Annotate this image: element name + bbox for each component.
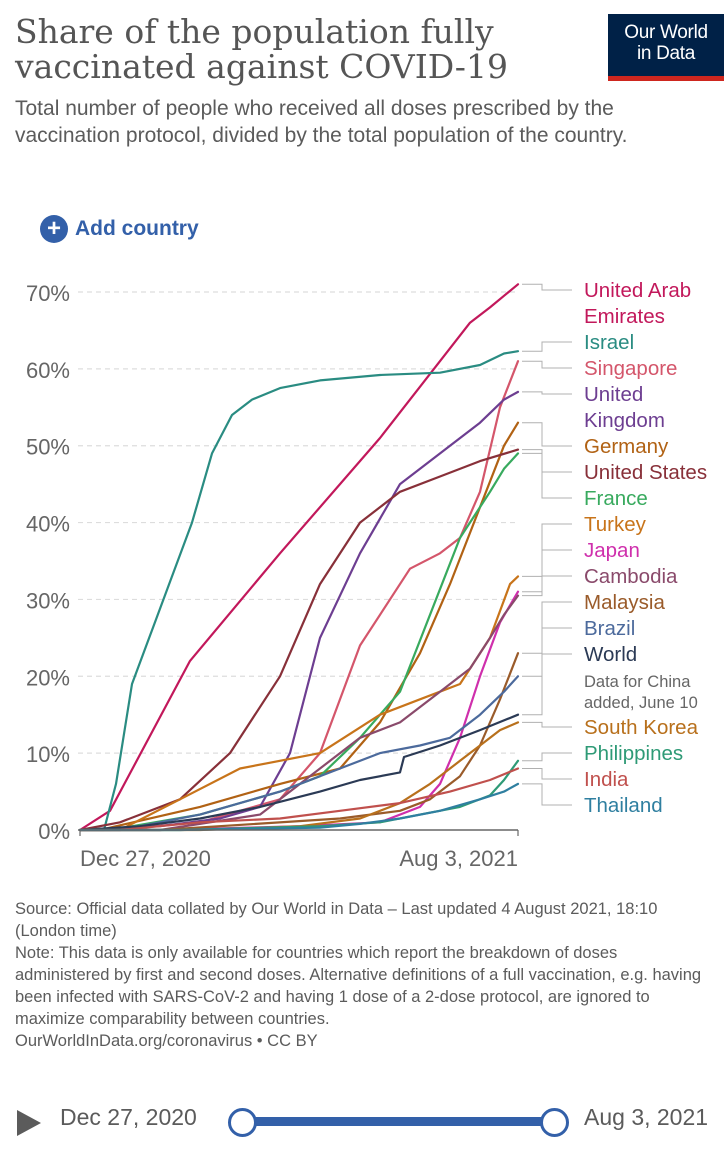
leader-line-japan xyxy=(522,549,572,593)
series-line-united-arab-emirates xyxy=(78,283,520,832)
add-country-button[interactable]: + Add country xyxy=(40,214,199,244)
legend-label-japan: Japan xyxy=(584,539,640,562)
legend-label-united-kingdom: United xyxy=(584,383,643,406)
series-line-united-states xyxy=(78,448,520,832)
add-country-label: Add country xyxy=(75,217,199,240)
y-tick-label: 30% xyxy=(26,588,70,613)
credit-line[interactable]: OurWorldInData.org/coronavirus • CC BY xyxy=(15,1032,318,1050)
annotation-text: added, June 10 xyxy=(584,694,698,712)
timeline-start-label: Dec 27, 2020 xyxy=(60,1104,197,1130)
x-tick-label: Dec 27, 2020 xyxy=(80,846,211,871)
legend-label-germany: Germany xyxy=(584,435,669,458)
annotation-text: Data for China xyxy=(584,673,691,691)
legend-label-south-korea: South Korea xyxy=(584,716,699,739)
legend-label-united-states: United States xyxy=(584,461,707,484)
legend-label-france: France xyxy=(584,487,648,510)
leader-line-united-kingdom xyxy=(522,391,572,395)
legend-label-cambodia: Cambodia xyxy=(584,565,678,588)
leader-line-singapore xyxy=(522,360,572,369)
y-tick-label: 70% xyxy=(26,281,70,306)
source-note: Source: Official data collated by Our Wo… xyxy=(15,900,658,940)
logo-line-2: in Data xyxy=(636,43,696,64)
legend-label-world: World xyxy=(584,643,637,666)
leader-line-france xyxy=(522,452,572,499)
owid-logo[interactable]: Our World in Data xyxy=(608,14,724,81)
legend-label-singapore: Singapore xyxy=(584,357,677,380)
plus-circle-icon: + xyxy=(40,215,68,243)
legend-label-malaysia: Malaysia xyxy=(584,591,665,614)
series-line-turkey xyxy=(78,575,520,832)
y-tick-label: 60% xyxy=(26,358,70,383)
series-line-india xyxy=(78,767,520,832)
legend-label-turkey: Turkey xyxy=(584,513,647,536)
timeline-end-label: Aug 3, 2021 xyxy=(584,1104,709,1130)
y-tick-label: 50% xyxy=(26,435,70,460)
timeline-start-handle[interactable] xyxy=(228,1108,257,1137)
legend-label-israel: Israel xyxy=(584,331,634,354)
logo-line-1: Our World xyxy=(624,22,708,43)
legend-label-india: India xyxy=(584,768,629,791)
leader-line-germany xyxy=(522,422,572,447)
legend-label-united-arab-emirates: United Arab xyxy=(584,279,691,302)
leader-line-philippines xyxy=(522,752,572,762)
legend-label-brazil: Brazil xyxy=(584,617,635,640)
play-icon[interactable] xyxy=(17,1110,41,1136)
chart-title: Share of the population fully vaccinated… xyxy=(15,12,508,86)
series-line-malaysia xyxy=(78,652,520,832)
line-chart: United Arab Emirates Israel Singapore United… xyxy=(26,279,707,871)
leader-line-world xyxy=(522,653,572,716)
leader-line-cambodia xyxy=(522,575,572,597)
legend-label-united-arab-emirates: Emirates xyxy=(584,305,665,328)
leader-line-brazil xyxy=(522,627,572,677)
chart-subtitle: Total number of people who received all … xyxy=(15,97,628,147)
legend-label-united-kingdom: Kingdom xyxy=(584,409,665,432)
series-line-world xyxy=(78,713,520,832)
series-line-israel xyxy=(78,350,520,832)
legend-labels: United Arab Emirates Israel Singapore United… xyxy=(522,279,707,817)
series-layer xyxy=(78,283,520,832)
y-tick-label: 40% xyxy=(26,512,70,537)
leader-line-india xyxy=(522,768,572,780)
grid-layer xyxy=(78,291,518,754)
axis-layer: 0% 10% 20% 30% 40% 50% 60% 70% Dec 27, 2020 Aug 3… xyxy=(26,281,519,871)
series-line-germany xyxy=(78,421,520,832)
leader-line-israel xyxy=(522,341,572,352)
series-line-france xyxy=(78,452,520,832)
legend-label-philippines: Philippines xyxy=(584,742,683,765)
methodology-note: Note: This data is only available for co… xyxy=(15,944,702,1028)
x-tick-label: Aug 3, 2021 xyxy=(399,846,518,871)
chart-footer: Source: Official data collated by Our Wo… xyxy=(15,898,715,1052)
y-tick-label: 20% xyxy=(26,665,70,690)
y-tick-label: 10% xyxy=(26,742,70,767)
series-line-singapore xyxy=(78,360,520,832)
leader-line-thailand xyxy=(522,783,572,806)
timeline-end-handle[interactable] xyxy=(540,1108,569,1137)
series-line-brazil xyxy=(78,675,520,832)
y-tick-label: 0% xyxy=(38,819,70,844)
legend-label-thailand: Thailand xyxy=(584,794,663,817)
series-line-united-kingdom xyxy=(78,390,520,832)
leader-line-south-korea xyxy=(522,721,572,728)
timeline-slider: Dec 27, 2020 Aug 3, 2021 xyxy=(0,1098,724,1148)
series-line-japan xyxy=(78,590,520,832)
timeline-track[interactable] xyxy=(240,1117,554,1126)
leader-line-united-arab-emirates xyxy=(522,283,572,291)
series-line-thailand xyxy=(78,782,520,832)
series-line-cambodia xyxy=(78,594,520,832)
